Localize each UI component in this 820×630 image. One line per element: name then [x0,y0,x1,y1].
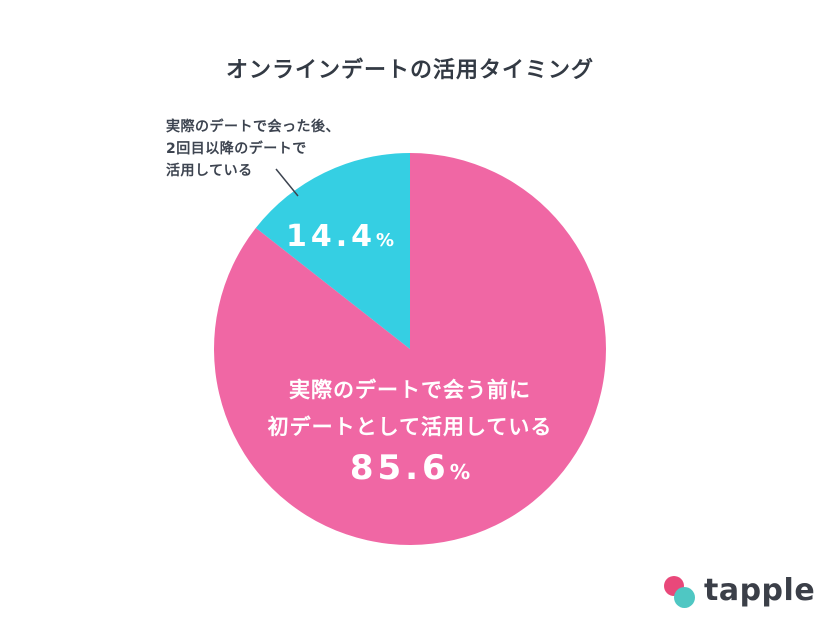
large-slice-percent: 85.6% [310,448,510,488]
logo-text: tapple [704,573,816,608]
callout-line-3: 活用している [166,163,253,179]
small-slice-unit: % [375,230,395,251]
small-slice-callout: 実際のデートで会った後、 2回目以降のデートで 活用している [166,116,340,182]
large-slice-label-line-1: 実際のデートで会う前に [289,378,531,402]
large-slice-label: 実際のデートで会う前に 初デートとして活用している [210,372,610,446]
large-slice-value: 85.6 [349,448,450,488]
large-slice-label-line-2: 初デートとして活用している [267,415,553,439]
pie-slices [214,153,607,545]
callout-line-1: 実際のデートで会った後、 [166,119,340,135]
chart-title: オンラインデートの活用タイミング [225,58,594,83]
logo-teal-dot [674,587,695,608]
pie-slice-before-first-date [214,153,607,545]
tapple-logo: tapple [664,574,815,610]
pie-slice-after-meeting [255,153,410,349]
callout-leader-line [275,168,299,197]
small-slice-percent: 14.4% [270,219,410,254]
callout-line-2: 2回目以降のデートで [166,141,307,157]
large-slice-unit: % [449,460,471,484]
small-slice-value: 14.4 [285,219,376,254]
